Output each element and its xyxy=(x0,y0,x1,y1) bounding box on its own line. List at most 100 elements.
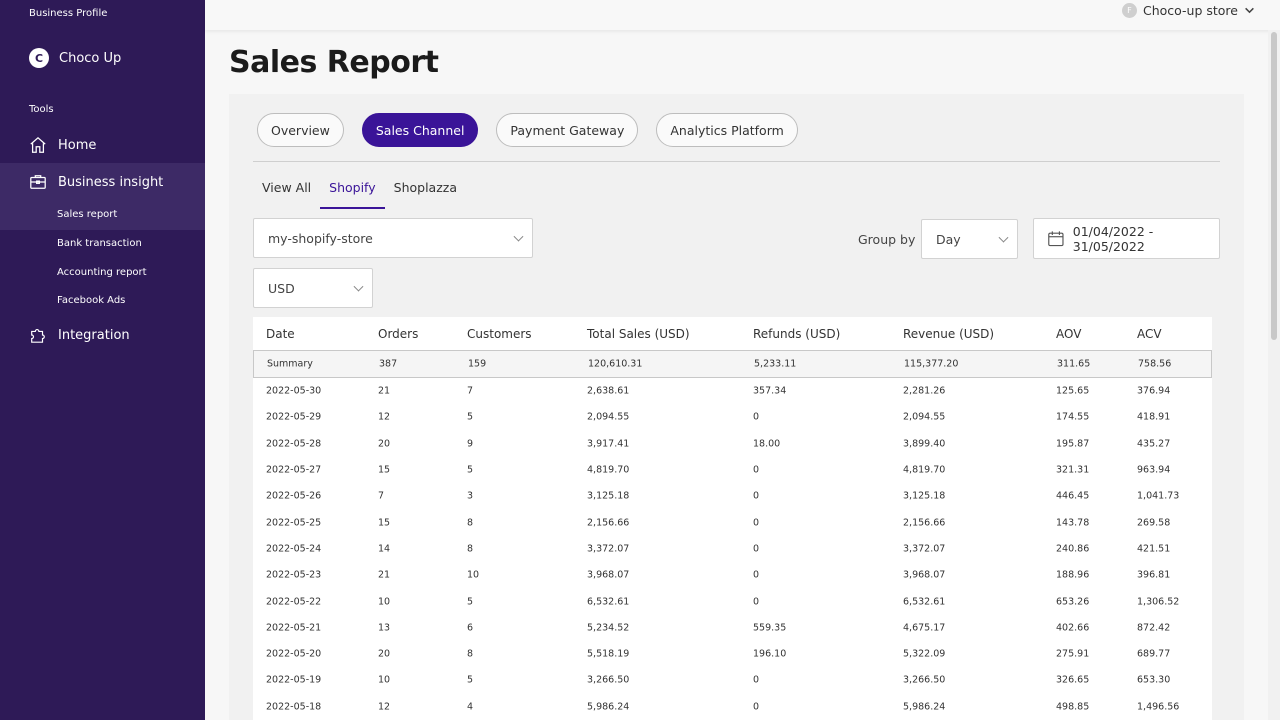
table-cell: 6,532.61 xyxy=(903,596,946,608)
table-cell: 10 xyxy=(378,596,391,608)
tab-sales-channel[interactable]: Sales Channel xyxy=(361,113,479,147)
column-header[interactable]: Total Sales (USD) xyxy=(587,326,690,341)
subtab-view-all[interactable]: View All xyxy=(262,180,312,195)
table-cell: 1,041.73 xyxy=(1137,490,1180,502)
sidebar-subitem-accounting-report[interactable]: Accounting report xyxy=(57,267,147,278)
table-row: 2022-05-18 12 4 5,986.24 0 5,986.24 498.85 1,49… xyxy=(253,694,1212,720)
column-header[interactable]: Orders xyxy=(378,326,419,341)
tab-payment-gateway[interactable]: Payment Gateway xyxy=(496,113,639,147)
group-by-select[interactable]: Day xyxy=(921,219,1018,259)
table-cell: 20 xyxy=(378,438,391,450)
store-select[interactable]: my-shopify-store xyxy=(253,218,533,258)
table-cell: 0 xyxy=(753,464,760,476)
table-cell: 559.35 xyxy=(753,622,787,634)
table-cell: 3,372.07 xyxy=(587,543,630,555)
table-cell: 3,968.07 xyxy=(903,569,946,581)
table-cell: 498.85 xyxy=(1056,701,1090,713)
sidebar: Business Profile C Choco Up Tools Home B… xyxy=(0,0,205,720)
table-cell: 4,819.70 xyxy=(587,464,630,476)
store-select-value: my-shopify-store xyxy=(268,230,373,246)
table-cell: 1,306.52 xyxy=(1137,596,1180,608)
home-icon xyxy=(30,136,46,153)
sidebar-subitem-bank-transaction[interactable]: Bank transaction xyxy=(57,238,142,249)
table-cell: 2022-05-22 xyxy=(266,596,322,608)
table-row: 2022-05-20 20 8 5,518.19 196.10 5,322.09 275.9… xyxy=(253,641,1212,667)
summary-cell: 120,610.31 xyxy=(588,358,643,370)
table-cell: 3,917.41 xyxy=(587,438,630,450)
brand-name: Choco Up xyxy=(59,50,122,66)
scrollbar-thumb[interactable] xyxy=(1271,32,1277,340)
table-cell: 421.51 xyxy=(1137,543,1171,555)
page-title: Sales Report xyxy=(229,45,439,80)
table-cell: 3,372.07 xyxy=(903,543,946,555)
table-cell: 396.81 xyxy=(1137,569,1171,581)
table-cell: 376.94 xyxy=(1137,385,1171,397)
sidebar-item-label: Business insight xyxy=(58,174,164,190)
channel-subtabs: View All Shopify Shoplazza xyxy=(253,170,466,209)
table-cell: 15 xyxy=(378,517,391,529)
table-cell: 0 xyxy=(753,674,760,686)
table-cell: 2022-05-25 xyxy=(266,517,322,529)
table-cell: 418.91 xyxy=(1137,411,1171,423)
column-header[interactable]: ACV xyxy=(1137,326,1162,341)
table-cell: 4,675.17 xyxy=(903,622,946,634)
table-cell: 10 xyxy=(467,569,480,581)
tab-analytics-platform[interactable]: Analytics Platform xyxy=(656,113,798,147)
table-cell: 2022-05-27 xyxy=(266,464,322,476)
sidebar-item-business-insight[interactable]: Business insight xyxy=(0,164,205,200)
sidebar-subitem-sales-report[interactable]: Sales report xyxy=(0,200,205,229)
table-cell: 3,125.18 xyxy=(587,490,630,502)
table-cell: 2022-05-30 xyxy=(266,385,322,397)
sidebar-item-label: Home xyxy=(58,137,97,153)
column-header[interactable]: Refunds (USD) xyxy=(753,326,841,341)
sidebar-item-home[interactable]: Home xyxy=(0,127,205,163)
table-cell: 2,094.55 xyxy=(587,411,630,423)
column-header[interactable]: Revenue (USD) xyxy=(903,326,995,341)
table-cell: 13 xyxy=(378,622,391,634)
group-by-label: Group by xyxy=(858,232,916,247)
table-cell: 14 xyxy=(378,543,391,555)
scrollbar[interactable] xyxy=(1268,30,1280,720)
business-profile-label: Business Profile xyxy=(29,8,108,19)
table-row: 2022-05-28 20 9 3,917.41 18.00 3,899.40 195.87… xyxy=(253,431,1212,457)
table-cell: 326.65 xyxy=(1056,674,1090,686)
column-header[interactable]: AOV xyxy=(1056,326,1082,341)
table-cell: 8 xyxy=(467,543,474,555)
summary-cell: 758.56 xyxy=(1138,358,1172,370)
store-avatar: F xyxy=(1121,3,1137,18)
table-cell: 5 xyxy=(467,464,474,476)
store-switcher[interactable]: F Choco-up store xyxy=(1121,3,1255,18)
column-header[interactable]: Customers xyxy=(467,326,532,341)
table-row: 2022-05-27 15 5 4,819.70 0 4,819.70 321.31 963.… xyxy=(253,457,1212,483)
table-cell: 653.26 xyxy=(1056,596,1090,608)
table-cell: 2022-05-18 xyxy=(266,701,322,713)
table-cell: 0 xyxy=(753,569,760,581)
chevron-down-icon xyxy=(513,231,524,242)
table-cell: 3,266.50 xyxy=(903,674,946,686)
table-cell: 2,156.66 xyxy=(903,517,946,529)
brand[interactable]: C Choco Up xyxy=(29,48,121,68)
table-cell: 5,986.24 xyxy=(587,701,630,713)
tab-overview[interactable]: Overview xyxy=(257,113,344,147)
table-cell: 7 xyxy=(467,385,474,397)
table-cell: 18.00 xyxy=(753,438,781,450)
subtab-shopify[interactable]: Shopify xyxy=(320,170,385,209)
subtab-shoplazza[interactable]: Shoplazza xyxy=(393,180,457,195)
table-row: 2022-05-22 10 5 6,532.61 0 6,532.61 653.26 1,30… xyxy=(253,588,1212,614)
currency-select[interactable]: USD xyxy=(253,268,373,308)
table-header-row: Date Orders Customers Total Sales (USD) … xyxy=(253,317,1212,350)
sidebar-subitem-facebook-ads[interactable]: Facebook Ads xyxy=(57,295,126,306)
table-cell: 5 xyxy=(467,411,474,423)
date-range-picker[interactable]: 01/04/2022 - 31/05/2022 xyxy=(1033,218,1220,259)
calendar-icon xyxy=(1048,231,1064,247)
table-cell: 2022-05-26 xyxy=(266,490,322,502)
table-row: 2022-05-29 12 5 2,094.55 0 2,094.55 174.55 418.… xyxy=(253,404,1212,430)
table-cell: 8 xyxy=(467,648,474,660)
sidebar-item-integration[interactable]: Integration xyxy=(0,317,205,353)
table-cell: 0 xyxy=(753,596,760,608)
column-header[interactable]: Date xyxy=(266,326,295,341)
table-cell: 125.65 xyxy=(1056,385,1090,397)
currency-select-value: USD xyxy=(268,280,295,296)
table-cell: 7 xyxy=(378,490,385,502)
table-cell: 12 xyxy=(378,701,391,713)
